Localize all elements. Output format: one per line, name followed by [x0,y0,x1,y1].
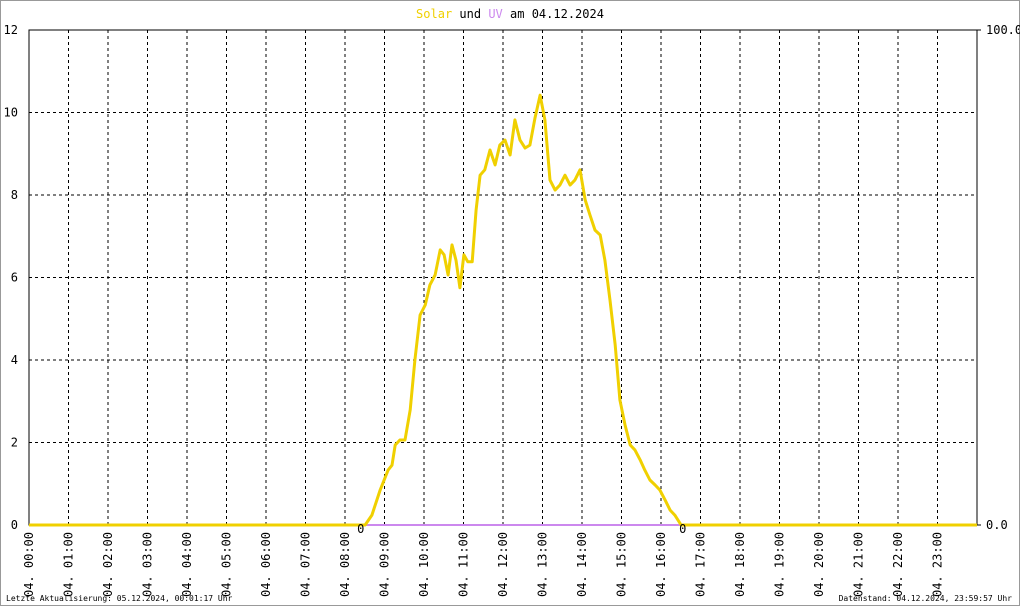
x-tick-label: 04. 09:00 [378,532,392,597]
y-tick-label: 8 [11,188,18,202]
y-tick-label: 4 [11,353,18,367]
annotation: 0 [357,522,364,536]
y-tick-label: 10 [4,106,18,120]
title-suffix: am 04.12.2024 [510,7,604,21]
footer-right: Datenstand: 04.12.2024, 23:59:57 Uhr [839,594,1013,603]
x-tick-label: 04. 23:00 [931,532,945,597]
x-tick-label: 04. 08:00 [338,532,352,597]
x-tick-label: 04. 11:00 [457,532,471,597]
x-tick-label: 04. 21:00 [852,532,866,597]
x-tick-label: 04. 00:00 [22,532,36,597]
x-tick-label: 04. 05:00 [220,532,234,597]
x-tick-label: 04. 04:00 [180,532,194,597]
y2-tick-label: 100.0 [986,23,1020,37]
y-tick-label: 12 [4,23,18,37]
x-tick-label: 04. 19:00 [773,532,787,597]
x-tick-label: 04. 02:00 [101,532,115,597]
x-tick-label: 04. 06:00 [259,532,273,597]
title-uv: UV [488,7,502,21]
x-tick-label: 04. 14:00 [575,532,589,597]
y-tick-label: 6 [11,271,18,285]
x-tick-label: 04. 16:00 [654,532,668,597]
x-tick-label: 04. 03:00 [141,532,155,597]
footer-left: Letzte Aktualisierung: 05.12.2024, 00:01… [6,594,233,603]
x-tick-label: 04. 17:00 [694,532,708,597]
x-tick-label: 04. 01:00 [62,532,76,597]
chart-title: Solar und UV am 04.12.2024 [416,7,604,21]
y-tick-label: 2 [11,436,18,450]
annotation: 0 [679,522,686,536]
x-tick-label: 04. 15:00 [615,532,629,597]
y-tick-label: 0 [11,518,18,532]
title-solar: Solar [416,7,452,21]
title-connector: und [459,7,481,21]
x-tick-label: 04. 10:00 [417,532,431,597]
x-tick-label: 04. 18:00 [733,532,747,597]
x-tick-label: 04. 12:00 [496,532,510,597]
x-tick-label: 04. 13:00 [536,532,550,597]
x-tick-label: 04. 07:00 [299,532,313,597]
y2-tick-label: 0.0 [986,518,1008,532]
x-tick-label: 04. 22:00 [891,532,905,597]
series-line [29,93,977,527]
x-tick-label: 04. 20:00 [812,532,826,597]
